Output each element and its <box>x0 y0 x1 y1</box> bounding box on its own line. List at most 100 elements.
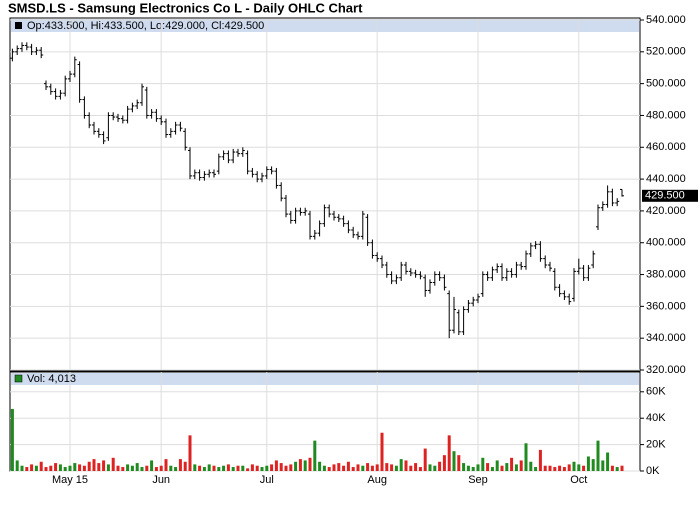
y-tick-label: 380.000 <box>646 268 686 280</box>
volume-bar <box>356 464 360 471</box>
volume-bar <box>438 461 442 471</box>
volume-bar <box>39 461 43 471</box>
volume-bar <box>385 463 389 471</box>
volume-bar <box>404 460 408 471</box>
volume-bar <box>111 457 115 471</box>
volume-bar <box>198 465 202 471</box>
volume-bar <box>476 464 480 471</box>
y-tick-label: 540.000 <box>646 14 686 26</box>
volume-bar <box>116 465 120 471</box>
volume-bar <box>380 432 384 471</box>
volume-bar <box>572 461 576 471</box>
labels: 320.000 340.000 360.000 380.000 400.000 420.0… <box>52 14 698 486</box>
volume-bar <box>500 465 504 471</box>
volume-bar <box>82 465 86 471</box>
x-tick-label: May 15 <box>52 474 88 486</box>
volume-bar <box>188 435 192 471</box>
volume-bar <box>514 464 518 471</box>
grid <box>10 19 644 472</box>
volume-bar <box>370 465 374 471</box>
volume-bar <box>510 457 514 471</box>
last-price-label: 429.500 <box>645 190 685 202</box>
volume-bar <box>135 463 139 471</box>
volume-bar <box>409 465 413 471</box>
volume-bar <box>87 461 91 471</box>
marks <box>10 42 624 471</box>
volume-bar <box>610 465 614 471</box>
volume-bar <box>44 467 48 471</box>
volume-bar <box>620 465 624 471</box>
volume-bar <box>428 464 432 471</box>
volume-bar <box>241 465 245 471</box>
volume-bar <box>289 464 293 471</box>
volume-bar <box>246 468 250 471</box>
volume-bar <box>54 463 58 471</box>
volume-bar <box>154 467 158 471</box>
x-tick-label: Oct <box>570 474 587 486</box>
y-tick-label: 360.000 <box>646 300 686 312</box>
volume-bar <box>337 463 341 471</box>
volume-bar <box>308 457 312 471</box>
volume-bar <box>322 465 326 471</box>
volume-bar <box>260 467 264 471</box>
volume-bar <box>294 461 298 471</box>
volume-bar <box>222 465 226 471</box>
volume-bar <box>20 465 24 471</box>
volume-bar <box>462 463 466 471</box>
volume-bar <box>534 467 538 471</box>
volume-bar <box>332 464 336 471</box>
volume-bar <box>298 459 302 471</box>
x-tick-label: Jun <box>152 474 170 486</box>
volume-bar <box>394 465 398 471</box>
volume-legend-band <box>11 373 639 385</box>
volume-label: Vol: 4,013 <box>27 373 76 385</box>
legend-text: Op:433.500, Hi:433.500, Lo:429.000, Cl:4… <box>27 20 264 32</box>
volume-swatch <box>14 374 23 383</box>
volume-bar <box>601 460 605 471</box>
volume-bar <box>102 460 106 471</box>
volume-bar <box>183 461 187 471</box>
volume-bar <box>577 464 581 471</box>
volume-bar <box>255 465 259 471</box>
volume-bar <box>466 465 470 471</box>
volume-bar <box>97 463 101 471</box>
volume-bar <box>399 459 403 471</box>
volume-bar <box>366 463 370 471</box>
volume-bar <box>265 465 269 471</box>
volume-bar <box>73 463 77 471</box>
volume-bar <box>63 467 67 471</box>
price-panel <box>9 17 641 372</box>
y-tick-label: 460.000 <box>646 141 686 153</box>
volume-bar <box>591 459 595 471</box>
volume-bar <box>10 408 14 471</box>
volume-bar <box>538 449 542 471</box>
volume-bar <box>447 435 451 471</box>
legend-band <box>11 19 639 32</box>
volume-bar <box>303 460 307 471</box>
volume-bar <box>442 455 446 471</box>
volume-bar <box>270 464 274 471</box>
volume-bar <box>414 463 418 471</box>
volume-bar <box>490 467 494 471</box>
volume-bar <box>313 440 317 471</box>
volume-bar <box>486 463 490 471</box>
volume-bar <box>524 443 528 471</box>
volume-bar <box>231 467 235 471</box>
volume-bar <box>342 465 346 471</box>
volume-bar <box>481 457 485 471</box>
y-tick-label: 0K <box>646 465 660 477</box>
volume-bar <box>130 465 134 471</box>
y-tick-label: 520.000 <box>646 46 686 58</box>
volume-bar <box>615 467 619 471</box>
volume-bar <box>505 463 509 471</box>
volume-bar <box>30 464 34 471</box>
volume-bar <box>58 464 62 471</box>
y-tick-label: 320.000 <box>646 364 686 376</box>
volume-bar <box>212 465 216 471</box>
y-tick-label: 60K <box>646 386 666 398</box>
volume-bar <box>423 448 427 471</box>
volume-bar <box>279 463 283 471</box>
volume-bar <box>15 460 19 471</box>
volume-bar <box>145 465 149 471</box>
volume-bar <box>106 464 110 471</box>
